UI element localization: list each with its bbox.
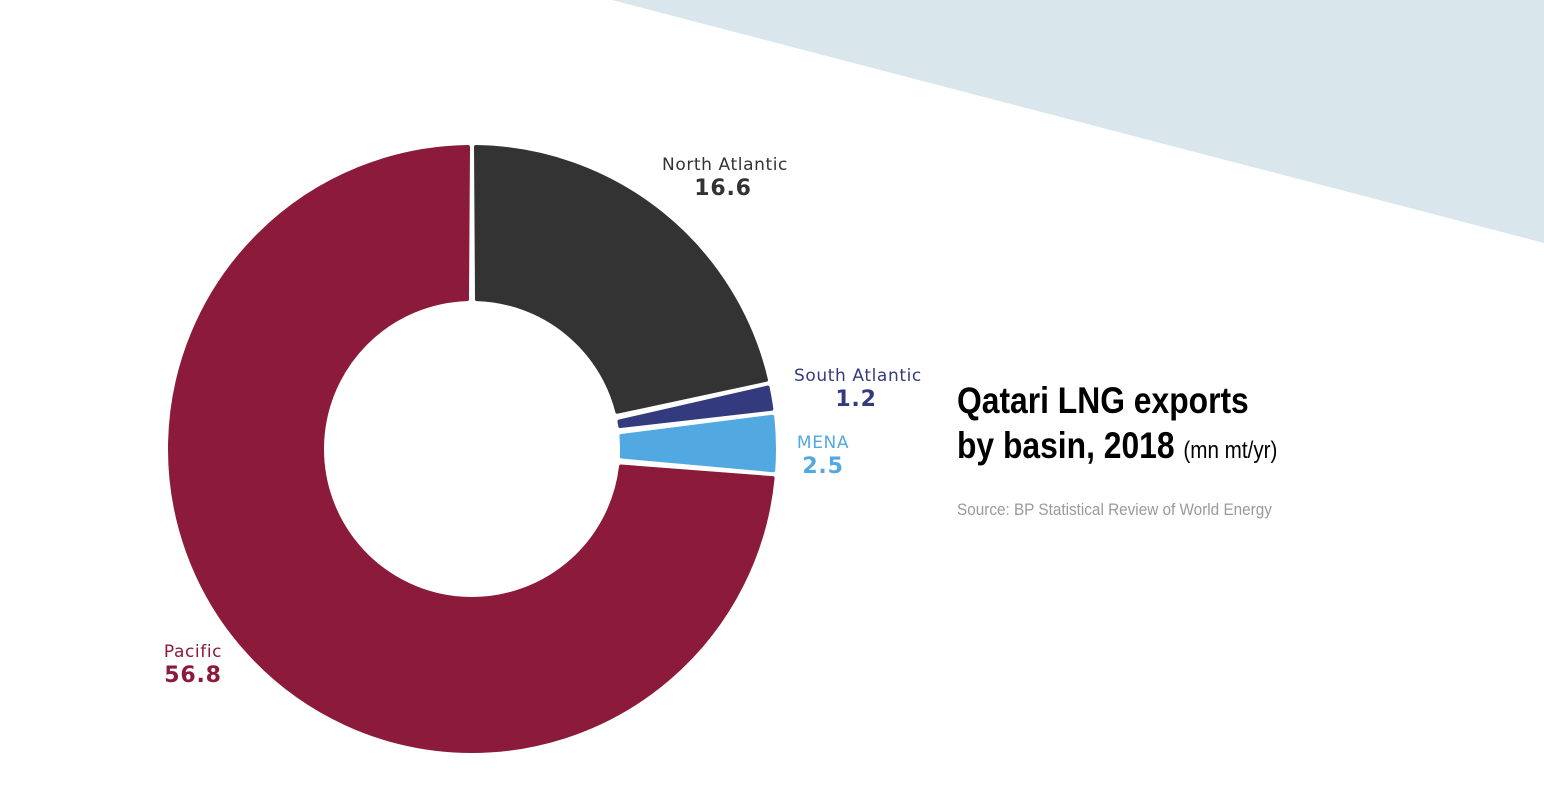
chart-unit: (mn mt/yr) xyxy=(1183,437,1278,464)
slice-label-north-atlantic: North Atlantic 16.6 xyxy=(662,155,788,201)
slice-pacific xyxy=(168,145,775,753)
chart-title: Qatari LNG exports by basin, 2018 (mn mt… xyxy=(957,378,1330,473)
slice-label-mena: MENA 2.5 xyxy=(793,435,853,478)
slice-name-mena: MENA xyxy=(796,433,850,453)
slice-value-north-atlantic: 16.6 xyxy=(694,176,752,201)
slice-name-north-atlantic: North Atlantic xyxy=(662,155,788,175)
slice-north-atlantic xyxy=(474,145,768,414)
slice-name-south-atlantic: South Atlantic xyxy=(794,366,922,386)
chart-source: Source: BP Statistical Review of World E… xyxy=(957,500,1272,519)
chart-title-line-1: Qatari LNG exports xyxy=(957,380,1249,421)
slice-value-mena: 2.5 xyxy=(802,454,844,479)
slice-value-south-atlantic: 1.2 xyxy=(835,387,877,412)
chart-title-line-2-text: by basin, 2018 xyxy=(957,425,1175,466)
chart-title-line-2: by basin, 2018 (mn mt/yr) xyxy=(957,423,1277,473)
background-triangle-shape xyxy=(612,0,1544,243)
slice-label-south-atlantic: South Atlantic 1.2 xyxy=(794,366,922,412)
slice-mena xyxy=(619,414,776,473)
slice-value-pacific: 56.8 xyxy=(164,663,222,688)
slice-label-pacific: Pacific 56.8 xyxy=(157,644,229,687)
slice-south-atlantic xyxy=(617,385,774,429)
slice-name-pacific: Pacific xyxy=(163,642,223,662)
